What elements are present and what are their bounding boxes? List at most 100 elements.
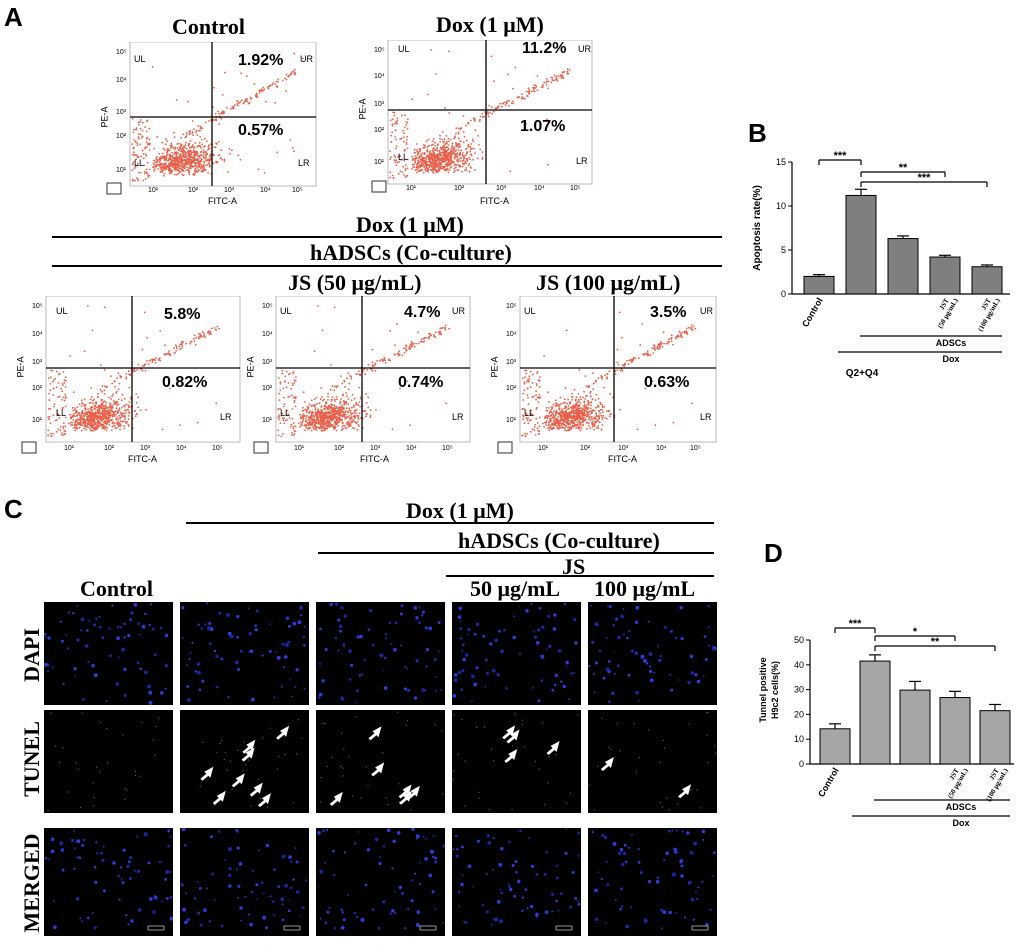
svg-text:10³: 10³ [262, 359, 273, 366]
quadrant-lr: LR [452, 412, 464, 422]
sig-stars: *** [834, 150, 848, 162]
microscopy-image-svg [180, 828, 309, 936]
flow-plot-svg: 10¹ 10² 10³ 10⁴ 10⁵ 10¹ 10² 10³ 10⁴ 10⁵ [494, 296, 726, 468]
row-label-merged: MERGED [19, 821, 45, 945]
arrow-icon [601, 757, 614, 771]
arrow-icon [232, 773, 245, 787]
y-tick-label: 15 [776, 157, 786, 167]
svg-text:10⁴: 10⁴ [506, 331, 517, 338]
arrow-icon [213, 791, 226, 805]
quadrant-ur: UR [300, 54, 313, 64]
microscopy-image [452, 828, 581, 936]
svg-text:10⁵: 10⁵ [374, 47, 385, 54]
svg-text:10¹: 10¹ [262, 417, 273, 424]
x-tick-label: Control [800, 296, 825, 329]
panel-label-a: A [4, 2, 23, 33]
flow-cell-scatter [47, 305, 220, 437]
svg-text:10²: 10² [334, 445, 345, 452]
svg-text:10²: 10² [506, 385, 517, 392]
x-axis-label: FITC-A [128, 454, 157, 464]
flow-plot-svg: 10¹ 10² 10³ 10⁴ 10⁵ 10¹ 10² 10³ 10⁴ 10⁵ [250, 296, 482, 468]
svg-text:10³: 10³ [140, 445, 151, 452]
scale-bar [284, 926, 300, 930]
quadrant-ul: UL [280, 306, 292, 316]
header-hadsc-c: hADSCs (Co-culture) [458, 528, 660, 554]
svg-text:10⁵: 10⁵ [292, 187, 303, 194]
y-axis-label: PE-A [246, 356, 256, 377]
pct-ur: 1.92% [238, 52, 283, 70]
y-tick-label: 0 [799, 759, 804, 769]
quadrant-ur: UR [578, 44, 591, 54]
quadrant-ul: UL [398, 44, 410, 54]
header-dox-c: Dox (1 μM) [406, 498, 514, 524]
microscopy-image-svg [452, 828, 581, 936]
svg-text:10²: 10² [188, 187, 199, 194]
scale-bar [692, 926, 708, 930]
microscopy-image [180, 828, 309, 936]
microscopy-image-svg [180, 602, 309, 705]
y-axis-label: PE-A [490, 356, 500, 377]
x-axis-label: FITC-A [608, 454, 637, 464]
svg-text:10⁴: 10⁴ [534, 185, 545, 192]
microscopy-image-svg [588, 828, 717, 936]
y-tick-label: 30 [794, 685, 804, 695]
bar [980, 711, 1010, 764]
svg-text:10³: 10³ [506, 359, 517, 366]
bar [940, 698, 970, 764]
group-label-dox: Dox [952, 818, 969, 828]
bar [930, 257, 960, 294]
svg-text:10²: 10² [374, 127, 385, 134]
bar [888, 239, 918, 294]
microscopy-image [316, 710, 445, 813]
svg-text:10¹: 10¹ [294, 445, 305, 452]
bar [860, 661, 890, 764]
flow-plot-svg: 10¹ 10² 10³ 10⁴ 10⁵ 10¹ 10² 10³ 10⁴ 10⁵ [100, 42, 322, 214]
pct-ur: 11.2% [522, 40, 566, 58]
microscopy-image-svg [316, 710, 445, 813]
header-line-hadsc-c [318, 552, 714, 554]
bar [804, 276, 834, 294]
microscopy-image-svg [316, 602, 445, 705]
microscopy-image-svg [588, 602, 717, 705]
y-tick-label: 0 [781, 289, 786, 299]
arrow-icon [504, 749, 517, 763]
group-label-dox: Dox [942, 354, 959, 364]
svg-text:10¹: 10¹ [374, 159, 385, 166]
quadrant-ul: UL [134, 54, 146, 64]
chart-d-ylabel-2: H9c2 cells(%) [770, 661, 780, 719]
svg-text:10⁵: 10⁵ [690, 445, 701, 452]
svg-text:10⁵: 10⁵ [116, 49, 127, 56]
y-axis-label: PE-A [100, 106, 110, 127]
quadrant-ll: LL [280, 408, 290, 418]
sig-stars: *** [849, 618, 863, 630]
svg-text:10²: 10² [454, 185, 465, 192]
svg-text:10⁴: 10⁴ [32, 331, 43, 338]
quadrant-lr: LR [700, 412, 712, 422]
svg-text:10⁴: 10⁴ [656, 445, 667, 452]
svg-text:10¹: 10¹ [32, 417, 43, 424]
header-hadsc-a: hADSCs (Co-culture) [310, 240, 512, 266]
header-dox-a: Dox (1 μM) [356, 212, 464, 238]
panel-label-d: D [764, 538, 783, 569]
flow-plot: 10¹ 10² 10³ 10⁴ 10⁵ 10¹ 10² 10³ 10⁴ 10⁵ … [12, 296, 244, 468]
chart-d-ylabel-1: Tunnel positive [758, 657, 768, 722]
group-label-adscs: ADSCs [936, 338, 967, 348]
arrow-icon [258, 793, 271, 807]
chart-b-ylabel: Apoptosis rate(%) [752, 185, 763, 271]
y-axis-label: PE-A [358, 98, 368, 119]
scale-bar [556, 926, 572, 930]
y-tick-label: 50 [794, 635, 804, 645]
svg-text:10⁴: 10⁴ [260, 187, 271, 194]
y-tick-label: 10 [794, 734, 804, 744]
quadrant-ur: UR [700, 306, 713, 316]
arrow-icon [250, 783, 263, 797]
group-label-adscs: ADSCs [946, 802, 977, 812]
svg-text:10¹: 10¹ [406, 185, 417, 192]
y-tick-label: 10 [776, 201, 786, 211]
quadrant-ll: LL [134, 158, 144, 168]
microscopy-image [180, 710, 309, 813]
microscopy-image [588, 602, 717, 705]
arrow-icon [200, 767, 213, 781]
col-label-100: 100 μg/mL [594, 576, 695, 602]
